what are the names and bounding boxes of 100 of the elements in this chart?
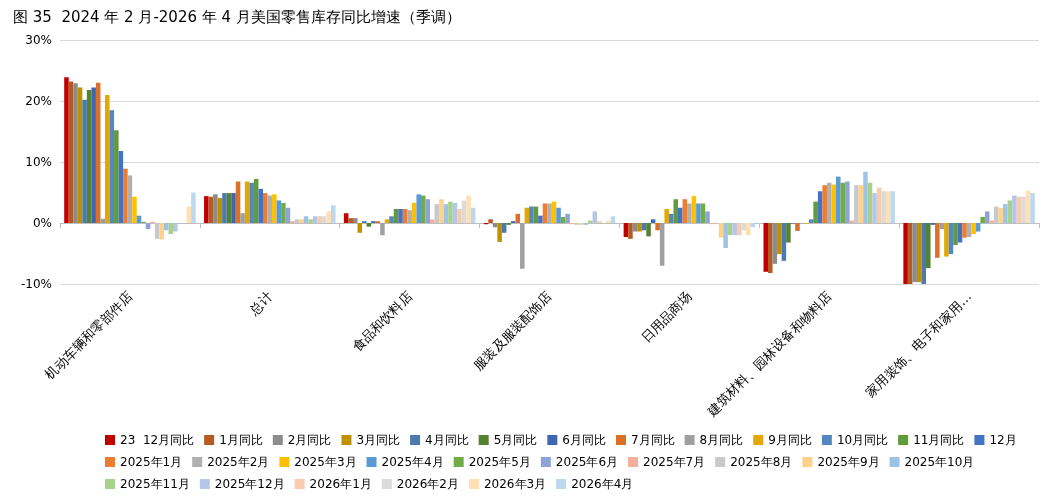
bar	[343, 213, 349, 223]
bar	[64, 77, 69, 223]
bar	[813, 201, 818, 223]
legend-label: 5月同比	[493, 433, 538, 447]
bar	[497, 223, 502, 242]
bar	[420, 195, 426, 223]
bar	[732, 223, 737, 236]
bar	[980, 216, 985, 223]
legend-label: 2026年3月	[483, 477, 547, 491]
bar	[457, 208, 462, 223]
bar	[1012, 195, 1017, 223]
bar	[808, 219, 814, 223]
legend-label: 9月同比	[768, 433, 812, 447]
bar	[262, 193, 268, 223]
bar	[890, 191, 895, 223]
bar	[664, 208, 669, 223]
legend-label: 2025年7月	[643, 455, 706, 469]
legend-label: 2025年5月	[468, 455, 531, 469]
bar	[845, 181, 850, 223]
bar	[1021, 196, 1026, 223]
legend-label: 2025年1月	[120, 455, 183, 469]
y-tick-label: 20%	[25, 94, 52, 108]
bar	[872, 193, 877, 223]
legend-label: 7月同比	[630, 433, 675, 447]
legend-label: 23 12月同比	[120, 433, 195, 447]
bar	[673, 199, 679, 223]
x-tick-label: 服装及服装配饰店	[470, 288, 555, 373]
bar	[836, 176, 841, 223]
bar	[100, 218, 105, 223]
legend-label: 2025年11月	[120, 477, 190, 491]
bar	[73, 83, 78, 223]
bar	[687, 203, 692, 223]
legend-label: 10月同比	[836, 433, 889, 447]
bar	[786, 223, 791, 243]
bar	[606, 220, 611, 223]
bar	[863, 171, 868, 223]
x-tick-label: 日用品商场	[638, 288, 695, 346]
legend-label: 2025年10月	[904, 455, 975, 469]
bar	[380, 223, 385, 236]
bar	[308, 219, 313, 223]
bar	[678, 207, 683, 223]
bar	[326, 211, 331, 223]
bar	[903, 223, 908, 284]
bar	[881, 191, 886, 223]
y-tick-label: 0%	[32, 216, 52, 230]
bar	[204, 196, 209, 223]
bar	[984, 211, 990, 223]
bar	[407, 210, 412, 223]
legend-label: 2026年4月	[571, 477, 634, 491]
bar	[461, 200, 467, 223]
bar	[628, 223, 633, 239]
legend-label: 2025年8月	[730, 455, 793, 469]
x-tick-label: 总计	[245, 288, 276, 319]
bar	[352, 218, 358, 223]
bar	[610, 216, 616, 223]
bar	[768, 223, 773, 274]
bar	[448, 201, 453, 223]
x-tick-label: 家用装饰、电子和家用…	[862, 288, 975, 401]
bar	[831, 184, 837, 223]
bar	[975, 223, 981, 232]
bar	[795, 223, 800, 231]
bar	[912, 223, 917, 283]
bar	[249, 182, 254, 223]
legend-label: 2025年12月	[214, 477, 285, 491]
bar	[317, 216, 322, 223]
legend-label: 2026年1月	[309, 477, 372, 491]
bar	[299, 219, 304, 223]
bar	[1007, 200, 1013, 223]
bar	[330, 205, 336, 223]
legend-label: 6月同比	[562, 433, 606, 447]
bar	[1003, 204, 1008, 223]
bar	[439, 199, 444, 223]
bar	[488, 219, 493, 223]
bar	[741, 223, 747, 231]
legend-label: 2025年4月	[381, 455, 444, 469]
bar	[398, 208, 403, 223]
bar	[971, 223, 976, 234]
bar	[637, 223, 642, 232]
legend-label: 2025年9月	[817, 455, 880, 469]
bar	[962, 223, 967, 238]
bar	[389, 216, 394, 223]
bar	[258, 188, 263, 223]
bar	[357, 223, 363, 233]
legend-label: 2025年6月	[555, 455, 619, 469]
bar	[430, 219, 435, 223]
bar	[696, 203, 701, 223]
bar	[565, 213, 570, 223]
x-tick-label: 建筑材料、园林设备和物料店	[703, 288, 835, 420]
bar	[1030, 193, 1035, 223]
bar	[542, 203, 548, 223]
bar	[822, 185, 827, 223]
bar	[655, 223, 660, 231]
bar	[91, 87, 96, 223]
bar	[272, 194, 277, 223]
bar	[281, 202, 286, 223]
bar	[82, 99, 87, 223]
legend-label: 2026年2月	[396, 477, 459, 491]
bar	[231, 193, 236, 223]
bar	[501, 223, 507, 233]
bar	[213, 194, 218, 223]
